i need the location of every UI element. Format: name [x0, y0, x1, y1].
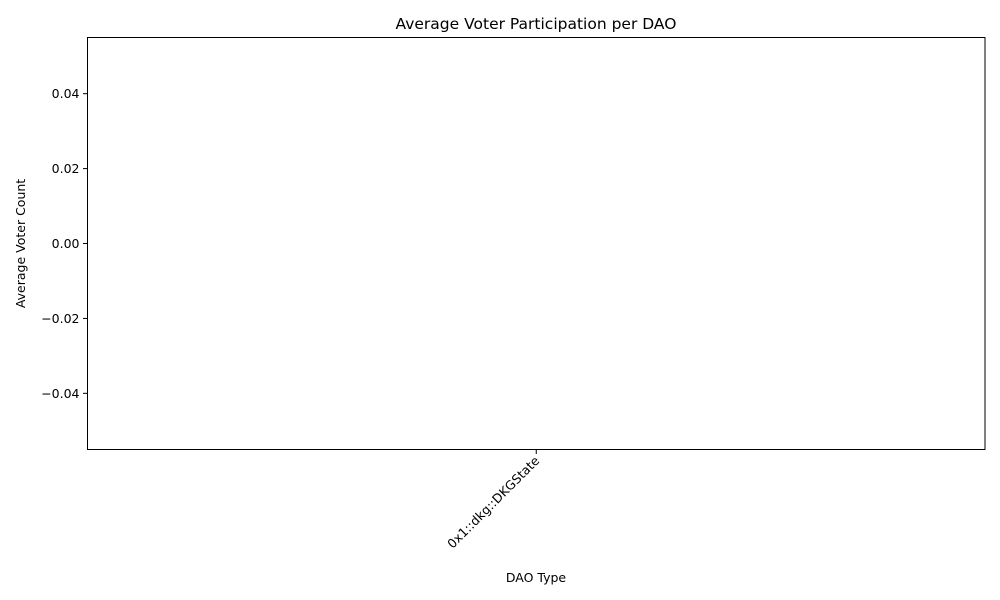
- y-tick-label: 0.02: [52, 161, 80, 176]
- y-tick-label: −0.02: [41, 311, 79, 326]
- y-axis-ticks: −0.04 −0.02 0.00 0.02 0.04: [41, 86, 88, 401]
- y-tick-label: −0.04: [41, 386, 79, 401]
- y-axis-label: Average Voter Count: [13, 179, 28, 308]
- x-tick-label: 0x1::dkg::DKGState: [444, 453, 542, 551]
- x-axis-label: DAO Type: [506, 570, 567, 585]
- chart-title: Average Voter Participation per DAO: [396, 15, 677, 33]
- plot-frame: [87, 37, 986, 450]
- y-tick-label: 0.04: [52, 86, 80, 101]
- plot-area: [87, 37, 985, 450]
- y-tick-label: 0.00: [52, 236, 80, 251]
- x-axis-ticks: 0x1::dkg::DKGState: [444, 449, 543, 551]
